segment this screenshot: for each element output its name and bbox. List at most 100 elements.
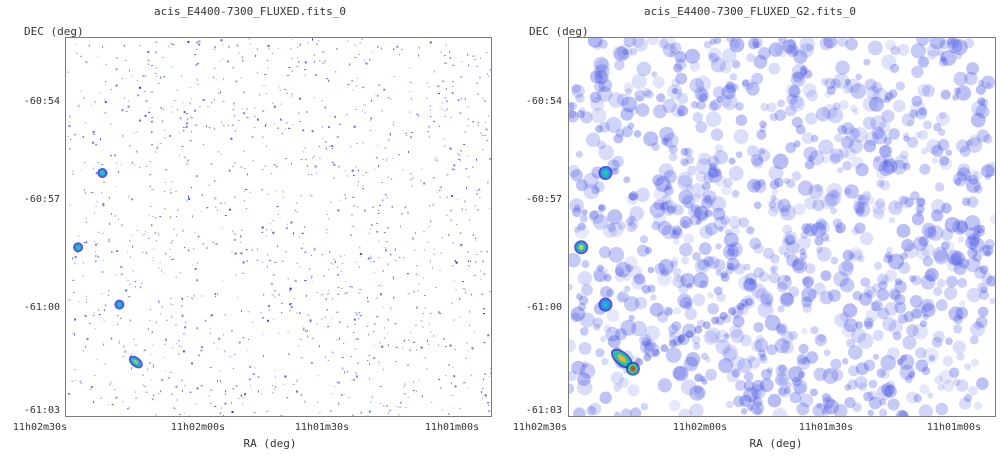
noise-blob bbox=[972, 230, 982, 239]
noise-blob bbox=[821, 393, 831, 403]
noise-blob bbox=[624, 296, 640, 312]
noise-blob bbox=[824, 91, 831, 98]
noise-blob bbox=[835, 225, 843, 234]
noise-blob bbox=[945, 337, 953, 346]
noise-blob bbox=[888, 200, 903, 215]
noise-pixel bbox=[413, 291, 415, 293]
noise-blob bbox=[941, 241, 950, 250]
noise-pixel bbox=[266, 265, 268, 268]
noise-blob bbox=[852, 108, 859, 116]
noise-blob bbox=[967, 196, 979, 208]
noise-blob bbox=[886, 254, 894, 262]
noise-pixel bbox=[310, 362, 313, 364]
noise-pixel bbox=[298, 61, 300, 64]
noise-blob bbox=[757, 301, 774, 318]
noise-blob bbox=[845, 38, 858, 51]
noise-pixel bbox=[149, 185, 151, 188]
noise-pixel bbox=[67, 136, 69, 138]
noise-blob bbox=[918, 130, 929, 140]
noise-pixel bbox=[198, 63, 200, 65]
noise-pixel bbox=[95, 260, 97, 263]
noise-pixel bbox=[350, 234, 353, 236]
image-plot-area[interactable] bbox=[568, 37, 996, 417]
noise-blob bbox=[681, 379, 697, 396]
noise-blob bbox=[969, 237, 985, 254]
noise-pixel bbox=[461, 98, 462, 100]
noise-blob bbox=[839, 311, 850, 322]
noise-blob bbox=[768, 272, 780, 284]
noise-blob bbox=[569, 370, 577, 382]
noise-blob bbox=[585, 132, 601, 147]
noise-blob bbox=[729, 73, 738, 81]
noise-blob bbox=[947, 38, 960, 49]
noise-pixel bbox=[345, 292, 348, 294]
noise-blob bbox=[797, 180, 814, 196]
noise-pixel bbox=[109, 222, 111, 225]
noise-pixel bbox=[215, 296, 216, 297]
noise-blob bbox=[979, 244, 991, 257]
noise-blob bbox=[611, 45, 627, 61]
noise-pixel bbox=[272, 318, 274, 320]
noise-pixel bbox=[469, 310, 471, 313]
noise-blob bbox=[770, 254, 780, 264]
noise-blob bbox=[900, 252, 908, 260]
noise-blob bbox=[839, 277, 855, 293]
image-plot-area[interactable] bbox=[65, 37, 492, 417]
noise-blob bbox=[955, 306, 968, 320]
noise-pixel bbox=[78, 104, 81, 106]
noise-pixel bbox=[155, 41, 158, 43]
noise-pixel bbox=[286, 223, 288, 225]
noise-pixel bbox=[486, 396, 487, 398]
noise-pixel bbox=[176, 399, 178, 401]
noise-pixel bbox=[223, 78, 224, 80]
noise-pixel bbox=[141, 282, 143, 284]
noise-blob bbox=[660, 268, 669, 277]
x-tick-label: 11h02m00s bbox=[170, 422, 226, 433]
noise-blob bbox=[799, 393, 814, 408]
noise-pixel bbox=[339, 200, 341, 202]
noise-pixel bbox=[89, 389, 92, 390]
noise-pixel bbox=[241, 229, 243, 231]
noise-blob bbox=[625, 264, 634, 272]
noise-blob bbox=[760, 294, 774, 308]
noise-blob bbox=[571, 84, 581, 94]
noise-blob bbox=[922, 313, 929, 320]
noise-blob bbox=[829, 153, 841, 165]
noise-blob bbox=[680, 157, 688, 166]
noise-blob bbox=[741, 79, 749, 87]
noise-pixel bbox=[416, 306, 418, 309]
noise-blob bbox=[952, 172, 968, 187]
noise-blob bbox=[643, 131, 659, 147]
noise-blob bbox=[726, 370, 739, 383]
noise-pixel bbox=[181, 75, 183, 77]
noise-blob bbox=[683, 147, 693, 157]
noise-pixel bbox=[207, 106, 209, 108]
noise-pixel bbox=[321, 254, 323, 256]
noise-blob bbox=[805, 43, 814, 53]
noise-pixel bbox=[194, 54, 197, 56]
noise-blob bbox=[821, 405, 833, 416]
noise-pixel bbox=[306, 329, 308, 332]
noise-blob bbox=[872, 353, 880, 360]
noise-blob bbox=[921, 243, 935, 258]
noise-blob bbox=[800, 65, 807, 72]
diffuse-emission bbox=[719, 311, 728, 320]
noise-blob bbox=[947, 38, 956, 46]
noise-pixel bbox=[232, 368, 234, 370]
noise-blob bbox=[689, 385, 705, 401]
noise-blob bbox=[689, 61, 700, 72]
noise-blob bbox=[917, 56, 930, 68]
noise-blob bbox=[751, 72, 764, 85]
noise-pixel bbox=[179, 345, 181, 347]
noise-blob bbox=[672, 225, 682, 236]
noise-blob bbox=[848, 138, 863, 154]
noise-pixel bbox=[206, 246, 208, 249]
noise-blob bbox=[694, 387, 706, 399]
noise-blob bbox=[633, 130, 642, 138]
point-source bbox=[73, 242, 84, 253]
noise-blob bbox=[730, 225, 740, 236]
noise-blob bbox=[907, 136, 919, 148]
noise-blob bbox=[661, 137, 669, 146]
noise-blob bbox=[750, 401, 765, 416]
noise-blob bbox=[707, 155, 720, 168]
